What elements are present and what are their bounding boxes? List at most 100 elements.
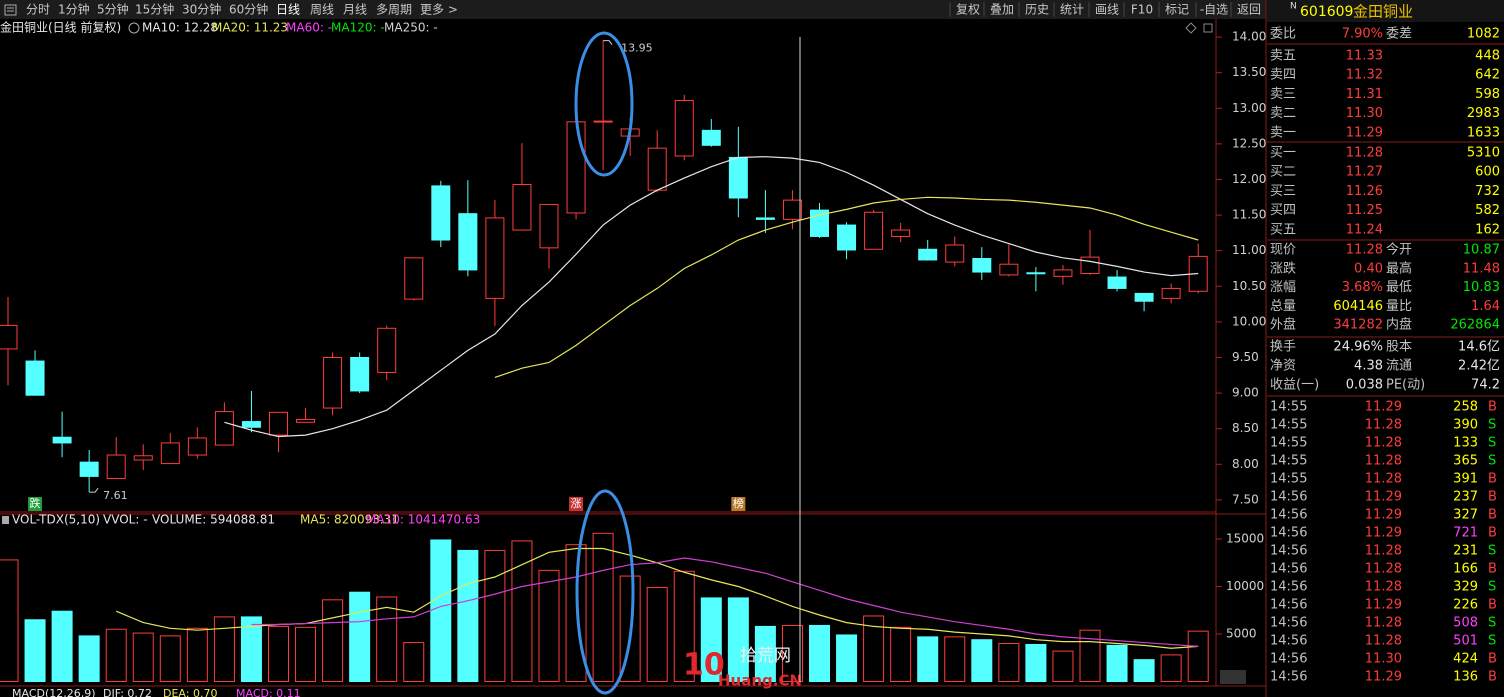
candle-body bbox=[79, 461, 99, 477]
stat-label: 净资 bbox=[1270, 359, 1296, 374]
tick-time: 14:56 bbox=[1270, 670, 1307, 685]
volume-bar bbox=[1079, 629, 1101, 682]
signal-marker bbox=[731, 497, 746, 511]
highlight-ellipse bbox=[574, 31, 634, 177]
order-volume: 598 bbox=[1475, 87, 1500, 102]
tick-volume: 258 bbox=[1453, 400, 1478, 415]
candle-body bbox=[999, 263, 1019, 276]
volume-bar bbox=[51, 610, 73, 683]
tick-price: 11.29 bbox=[1365, 400, 1402, 415]
order-label: 买三 bbox=[1270, 184, 1296, 199]
period-tab[interactable]: 5分钟 bbox=[97, 2, 129, 17]
period-tab[interactable]: 月线 bbox=[343, 3, 367, 17]
volume-bar bbox=[998, 643, 1020, 682]
tick-side: S bbox=[1488, 616, 1496, 631]
y-tick-label: 9.00 bbox=[1232, 386, 1259, 400]
signal-text: 跌 bbox=[30, 496, 41, 510]
tick-time: 14:55 bbox=[1270, 454, 1307, 469]
order-volume: 5310 bbox=[1467, 146, 1500, 161]
y-tick-label: 8.00 bbox=[1232, 457, 1259, 471]
period-tab[interactable]: 更多 > bbox=[420, 3, 458, 17]
volume-bar bbox=[457, 549, 479, 682]
period-tab[interactable]: 1分钟 bbox=[58, 2, 90, 17]
order-price: 11.28 bbox=[1346, 146, 1383, 161]
tool-button[interactable]: 叠加 bbox=[990, 3, 1014, 17]
order-label: 卖三 bbox=[1270, 87, 1296, 102]
tool-button[interactable]: 统计 bbox=[1060, 3, 1084, 17]
volume-bar bbox=[673, 570, 695, 682]
legend-item: MA60: - bbox=[286, 21, 332, 35]
tick-time: 14:56 bbox=[1270, 634, 1307, 649]
tool-button[interactable]: 历史 bbox=[1025, 3, 1049, 17]
tool-button[interactable]: 画线 bbox=[1095, 3, 1119, 17]
tick-time: 14:55 bbox=[1270, 472, 1307, 487]
stat-label: PE(动) bbox=[1386, 378, 1425, 393]
y-tick-label: 13.50 bbox=[1232, 65, 1266, 79]
period-tab[interactable]: 分时 bbox=[26, 3, 50, 17]
period-tab[interactable]: 日线 bbox=[276, 3, 300, 17]
candle-body bbox=[837, 224, 857, 251]
candle-body bbox=[269, 411, 288, 436]
order-price: 11.26 bbox=[1346, 184, 1383, 199]
tool-button[interactable]: F10 bbox=[1131, 3, 1153, 17]
period-tab[interactable]: 多周期 bbox=[376, 3, 412, 17]
period-tab[interactable]: 60分钟 bbox=[229, 2, 268, 17]
tick-side: B bbox=[1488, 508, 1497, 523]
highlight-ellipse bbox=[575, 489, 635, 695]
macd-legend: DEA: 0.70 bbox=[163, 687, 217, 697]
tick-price: 11.29 bbox=[1365, 598, 1402, 613]
volume-bar bbox=[213, 616, 235, 682]
pane-icon[interactable] bbox=[1185, 22, 1197, 34]
candle-body bbox=[431, 185, 451, 241]
stat-value: 1082 bbox=[1467, 27, 1500, 42]
pane-icon[interactable] bbox=[1203, 23, 1213, 33]
tick-time: 14:56 bbox=[1270, 562, 1307, 577]
tick-side: S bbox=[1488, 634, 1496, 649]
max-label: 13.95 bbox=[621, 42, 653, 55]
volume-bar bbox=[78, 635, 100, 683]
tool-button[interactable]: 复权 bbox=[956, 3, 980, 17]
tick-volume: 501 bbox=[1453, 634, 1478, 649]
tool-button[interactable]: 标记 bbox=[1165, 3, 1189, 17]
candle-body bbox=[485, 217, 505, 299]
volume-bar bbox=[1187, 630, 1209, 682]
stat-label: 最高 bbox=[1386, 260, 1412, 276]
stat-value: 14.6亿 bbox=[1458, 340, 1500, 355]
period-tab[interactable]: 周线 bbox=[310, 3, 334, 17]
stat-label: 外盘 bbox=[1270, 317, 1296, 333]
volume-bar bbox=[700, 597, 722, 682]
period-tab[interactable]: 30分钟 bbox=[182, 2, 221, 17]
tick-time: 14:56 bbox=[1270, 580, 1307, 595]
candle-body bbox=[647, 147, 667, 191]
candle-body bbox=[918, 248, 938, 261]
listing-flag: N bbox=[1290, 2, 1297, 12]
volume-bar bbox=[944, 636, 966, 683]
candle-body bbox=[241, 421, 261, 428]
order-price: 11.27 bbox=[1346, 165, 1383, 180]
candle-body bbox=[1026, 272, 1046, 275]
tick-price: 11.28 bbox=[1365, 616, 1402, 631]
volume-bar bbox=[890, 626, 912, 682]
candle-body bbox=[296, 418, 316, 423]
signal-marker bbox=[569, 497, 584, 511]
tool-button[interactable]: -自选 bbox=[1200, 3, 1228, 17]
tick-price: 11.29 bbox=[1365, 508, 1402, 523]
stock-name: 金田铜业 bbox=[1353, 3, 1413, 21]
ma-line bbox=[224, 156, 1199, 438]
tick-volume: 237 bbox=[1453, 490, 1478, 505]
candle-body bbox=[323, 356, 343, 409]
tick-volume: 136 bbox=[1453, 670, 1478, 685]
volume-bar bbox=[159, 635, 181, 683]
settings-icon[interactable] bbox=[128, 22, 140, 34]
tick-volume: 390 bbox=[1453, 418, 1478, 433]
candle-body bbox=[106, 454, 126, 480]
stat-label: 流通 bbox=[1386, 359, 1412, 374]
volume-bar bbox=[484, 549, 506, 682]
volume-bar bbox=[727, 597, 749, 682]
tick-side: B bbox=[1488, 598, 1497, 613]
pane-title: VOL-TDX(5,10) bbox=[12, 513, 100, 527]
tool-button[interactable]: 返回 bbox=[1237, 3, 1261, 17]
period-tab[interactable]: 15分钟 bbox=[135, 2, 174, 17]
watermark-logo: 10 bbox=[683, 648, 725, 683]
volume-bar bbox=[132, 632, 154, 683]
